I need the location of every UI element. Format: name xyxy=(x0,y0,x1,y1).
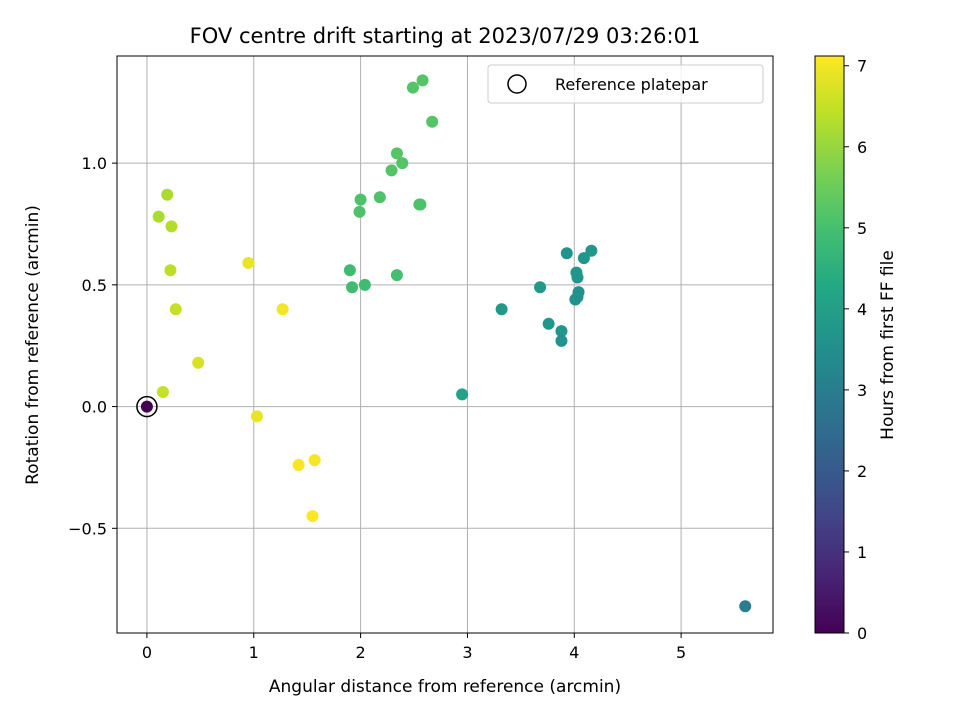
data-point xyxy=(353,205,366,218)
data-point xyxy=(426,115,439,128)
data-point xyxy=(161,188,174,201)
legend-label-reference: Reference platepar xyxy=(555,75,708,94)
x-tick-label: 5 xyxy=(676,643,686,662)
colorbar-tick-label: 0 xyxy=(857,624,867,643)
legend-box xyxy=(487,64,764,104)
data-point xyxy=(164,264,177,277)
x-tick-label: 0 xyxy=(142,643,152,662)
data-point xyxy=(396,157,409,170)
colorbar-ticks: 0 1 2 3 4 5 6 7 xyxy=(844,57,867,643)
data-point xyxy=(358,278,371,291)
data-point xyxy=(306,510,319,523)
data-point xyxy=(140,400,153,413)
data-point xyxy=(346,281,359,294)
data-points xyxy=(136,74,752,613)
data-point xyxy=(276,303,289,316)
legend-marker-reference xyxy=(507,74,527,94)
data-point xyxy=(373,191,386,204)
data-point xyxy=(577,252,590,265)
colorbar-frame xyxy=(814,55,845,634)
data-point xyxy=(414,198,427,211)
x-axis-label: Angular distance from reference (arcmin) xyxy=(269,677,621,697)
data-point xyxy=(250,410,263,423)
data-point xyxy=(542,317,555,330)
colorbar-tick-label: 3 xyxy=(857,381,867,400)
data-point xyxy=(739,600,752,613)
x-tick-label: 2 xyxy=(356,643,366,662)
data-point xyxy=(156,385,169,398)
data-point xyxy=(242,256,255,269)
data-point xyxy=(343,264,356,277)
x-tick-label: 4 xyxy=(569,643,579,662)
colorbar-tick-label: 4 xyxy=(857,300,867,319)
colorbar-tick-label: 7 xyxy=(857,57,867,76)
data-point xyxy=(385,164,398,177)
data-point xyxy=(192,356,205,369)
data-point xyxy=(416,74,429,87)
data-point xyxy=(308,454,321,467)
data-point xyxy=(571,291,584,304)
colorbar-tick-label: 5 xyxy=(857,219,867,238)
data-point xyxy=(571,271,584,284)
x-tick-label: 1 xyxy=(249,643,259,662)
data-point xyxy=(534,281,547,294)
legend: Reference platepar xyxy=(487,64,764,104)
chart-title: FOV centre drift starting at 2023/07/29 … xyxy=(190,24,701,48)
y-tick-label: 0.0 xyxy=(82,398,107,417)
data-point xyxy=(165,220,178,233)
colorbar: 0 1 2 3 4 5 6 7 Hours from first FF file xyxy=(814,55,898,643)
data-point xyxy=(390,269,403,282)
data-point xyxy=(354,193,367,206)
data-point xyxy=(169,303,182,316)
data-point xyxy=(585,244,598,257)
data-point xyxy=(495,303,508,316)
colorbar-label: Hours from first FF file xyxy=(878,250,898,440)
reference-platepar-marker xyxy=(136,395,158,418)
data-point xyxy=(456,388,469,401)
y-axis-ticks: −0.5 0.0 0.5 1.0 xyxy=(68,154,117,538)
data-point xyxy=(555,334,568,347)
colorbar-fill xyxy=(815,56,844,633)
data-point xyxy=(152,210,165,223)
y-tick-label: 0.5 xyxy=(82,276,107,295)
y-tick-label: −0.5 xyxy=(68,519,107,538)
data-point xyxy=(560,247,573,260)
data-point xyxy=(390,147,403,160)
x-tick-label: 3 xyxy=(462,643,472,662)
y-tick-label: 1.0 xyxy=(82,154,107,173)
colorbar-tick-label: 2 xyxy=(857,462,867,481)
grid-lines xyxy=(117,56,773,633)
y-axis-label: Rotation from reference (arcmin) xyxy=(23,205,43,485)
plot-frame xyxy=(116,55,774,634)
colorbar-tick-label: 1 xyxy=(857,543,867,562)
data-point xyxy=(555,325,568,338)
x-axis-ticks: 0 1 2 3 4 5 xyxy=(142,633,686,662)
data-point xyxy=(292,459,305,472)
colorbar-tick-label: 6 xyxy=(857,138,867,157)
data-point xyxy=(406,81,419,94)
